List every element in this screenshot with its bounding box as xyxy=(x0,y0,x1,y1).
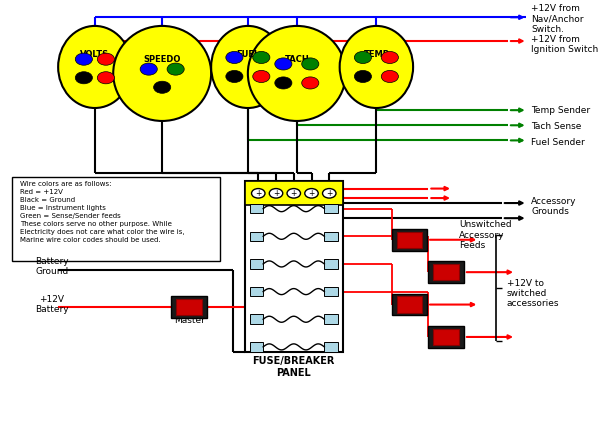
Text: +12V
Battery: +12V Battery xyxy=(35,295,69,314)
Text: +12V from
Nav/Anchor
Switch.: +12V from Nav/Anchor Switch. xyxy=(531,4,584,34)
Circle shape xyxy=(302,58,319,70)
Bar xyxy=(397,296,422,313)
Bar xyxy=(245,181,343,205)
Bar xyxy=(250,342,263,352)
Bar xyxy=(433,329,459,345)
Bar xyxy=(392,294,427,315)
Text: Master: Master xyxy=(174,316,205,325)
Circle shape xyxy=(275,77,292,89)
Circle shape xyxy=(354,51,371,64)
Bar xyxy=(324,204,338,213)
Text: Fuel Sender: Fuel Sender xyxy=(531,138,585,147)
Circle shape xyxy=(287,188,300,198)
Bar xyxy=(324,259,338,269)
Bar xyxy=(433,264,459,280)
Text: Tach Sense: Tach Sense xyxy=(531,122,581,131)
Circle shape xyxy=(323,188,336,198)
Circle shape xyxy=(167,63,184,75)
Circle shape xyxy=(154,81,171,93)
Text: +12V from
Ignition Switch: +12V from Ignition Switch xyxy=(531,35,599,54)
Circle shape xyxy=(226,51,243,64)
Text: Temp Sender: Temp Sender xyxy=(531,106,591,115)
Circle shape xyxy=(275,58,292,70)
Bar xyxy=(250,232,263,241)
Circle shape xyxy=(97,72,114,84)
Circle shape xyxy=(381,51,398,64)
Bar xyxy=(245,181,343,352)
Text: TEMP: TEMP xyxy=(364,50,389,59)
Text: FUEL: FUEL xyxy=(236,50,259,59)
Bar xyxy=(428,261,464,283)
Text: +: + xyxy=(291,189,297,198)
Bar xyxy=(250,259,263,269)
Ellipse shape xyxy=(113,26,211,121)
Bar xyxy=(12,177,220,261)
Text: Unswitched
Accessory
Feeds: Unswitched Accessory Feeds xyxy=(459,220,512,250)
Text: +12V to
switched
accessories: +12V to switched accessories xyxy=(507,279,559,308)
Text: Wire colors are as follows:
Red = +12V
Black = Ground
Blue = Instrument lights
G: Wire colors are as follows: Red = +12V B… xyxy=(20,181,184,244)
Circle shape xyxy=(253,70,270,83)
Bar xyxy=(250,314,263,324)
Circle shape xyxy=(381,70,398,83)
Text: Accessory
Grounds: Accessory Grounds xyxy=(531,197,577,216)
Circle shape xyxy=(140,63,157,75)
Text: Battery
Ground: Battery Ground xyxy=(35,257,69,276)
Bar xyxy=(324,232,338,241)
Bar xyxy=(176,299,202,315)
Text: VOLTS: VOLTS xyxy=(80,50,110,59)
Circle shape xyxy=(226,70,243,83)
Bar xyxy=(392,229,427,251)
Bar xyxy=(324,287,338,296)
Text: SPEEDO: SPEEDO xyxy=(143,55,181,64)
Circle shape xyxy=(302,77,319,89)
Circle shape xyxy=(252,188,265,198)
Bar xyxy=(324,314,338,324)
Circle shape xyxy=(75,72,92,84)
Text: TACH: TACH xyxy=(285,55,309,64)
Ellipse shape xyxy=(248,26,346,121)
Bar xyxy=(428,326,464,348)
Bar xyxy=(324,342,338,352)
Ellipse shape xyxy=(340,26,413,108)
Circle shape xyxy=(269,188,283,198)
Circle shape xyxy=(97,53,114,65)
Bar xyxy=(171,296,207,318)
Circle shape xyxy=(305,188,318,198)
Ellipse shape xyxy=(211,26,285,108)
Circle shape xyxy=(253,51,270,64)
Text: +: + xyxy=(273,189,279,198)
Circle shape xyxy=(354,70,371,83)
Circle shape xyxy=(75,53,92,65)
Text: +: + xyxy=(308,189,315,198)
Text: FUSE/BREAKER
PANEL: FUSE/BREAKER PANEL xyxy=(253,356,335,378)
Bar xyxy=(250,287,263,296)
Text: +: + xyxy=(326,189,332,198)
Bar xyxy=(250,204,263,213)
Ellipse shape xyxy=(58,26,132,108)
Text: +: + xyxy=(255,189,261,198)
Bar xyxy=(397,232,422,248)
